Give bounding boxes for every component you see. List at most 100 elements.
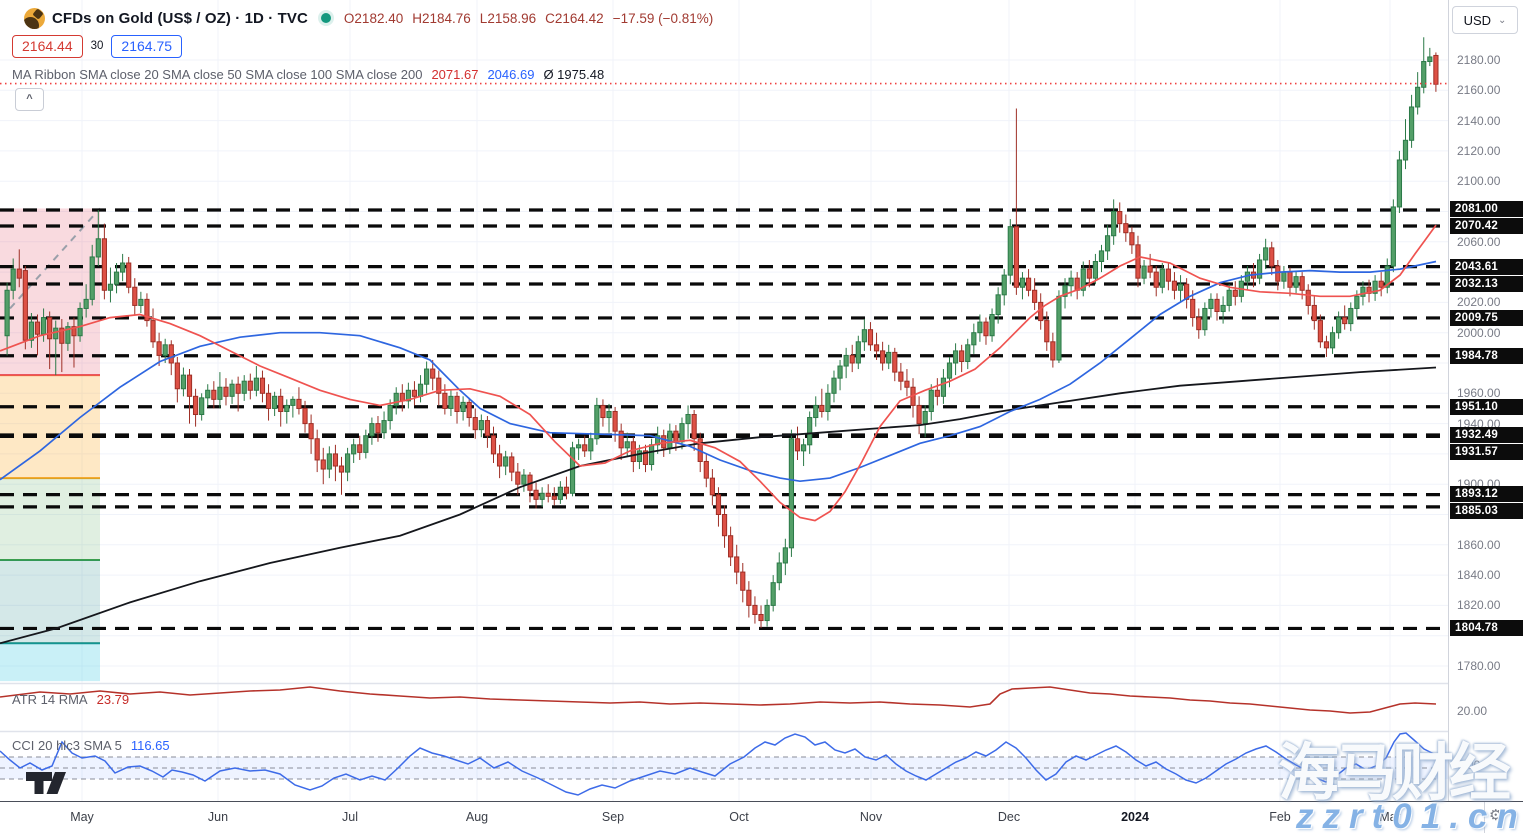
candle-body bbox=[496, 453, 503, 467]
sr-price-label: 1804.78 bbox=[1450, 620, 1523, 636]
candle-body bbox=[1086, 268, 1092, 279]
candle-body bbox=[703, 460, 709, 479]
price-axis[interactable]: 2180.00 2160.00 2140.00 2120.00 2100.00 2060.… bbox=[1448, 0, 1523, 801]
candle-body bbox=[278, 395, 284, 412]
gold-coin-icon bbox=[24, 7, 45, 29]
price-tick-label: 1780.00 bbox=[1457, 659, 1501, 673]
candle-body bbox=[636, 450, 643, 462]
change-value: −17.59 (−0.81%) bbox=[612, 10, 714, 26]
time-tick-label[interactable]: Aug bbox=[465, 810, 489, 824]
candle-body bbox=[648, 444, 655, 466]
sell-price-button[interactable]: 2164.44 bbox=[12, 34, 83, 58]
candle-body bbox=[417, 383, 424, 397]
time-tick-label[interactable]: Oct bbox=[729, 810, 749, 824]
gear-icon[interactable]: ⚙ bbox=[1489, 807, 1503, 824]
atr-indicator-label[interactable]: ATR 14 RMA bbox=[12, 692, 88, 707]
candle-body bbox=[831, 377, 837, 394]
time-tick-label[interactable]: Jul bbox=[342, 810, 358, 824]
price-tick-label: 1960.00 bbox=[1457, 386, 1501, 401]
symbol-title[interactable]: CFDs on Gold (US$ / OZ) · 1D · TVC bbox=[52, 9, 308, 27]
time-tick-label[interactable]: Nov bbox=[859, 810, 883, 824]
candle-body bbox=[1135, 244, 1141, 279]
candle-body bbox=[1171, 280, 1178, 291]
candle-body bbox=[1281, 271, 1287, 282]
candle-body bbox=[436, 377, 442, 394]
candle-body bbox=[95, 238, 101, 258]
candle-body bbox=[1317, 320, 1323, 343]
ma-ribbon-label[interactable]: MA Ribbon SMA close 20 SMA close 50 SMA … bbox=[12, 66, 423, 82]
candle-body bbox=[837, 365, 843, 379]
candle-body bbox=[1050, 341, 1056, 361]
candle-body bbox=[351, 444, 357, 455]
price-tick-label: 1860.00 bbox=[1457, 537, 1501, 552]
candle-body bbox=[369, 423, 375, 437]
candle-body bbox=[606, 410, 612, 419]
candle-body bbox=[740, 571, 746, 591]
candle-body bbox=[971, 332, 977, 346]
currency-selector-button[interactable]: USD ⌄ bbox=[1452, 6, 1518, 34]
candle-body bbox=[533, 489, 539, 500]
candle-body bbox=[685, 414, 691, 425]
candle-body bbox=[1202, 307, 1208, 331]
time-axis[interactable]: May Jun Jul Aug Sep Oct Nov Dec 2024 Feb Mar bbox=[0, 801, 1523, 833]
candle-body bbox=[223, 386, 229, 397]
candle-body bbox=[1378, 280, 1384, 288]
candle-body bbox=[1329, 332, 1336, 349]
candle-body bbox=[709, 477, 715, 496]
sr-price-label: 1885.03 bbox=[1450, 503, 1523, 519]
buy-price-button[interactable]: 2164.75 bbox=[111, 34, 183, 58]
candle-body bbox=[1196, 317, 1202, 331]
candle-body bbox=[490, 435, 497, 455]
candle-body bbox=[855, 341, 861, 364]
candle-body bbox=[1256, 259, 1263, 279]
candle-body bbox=[150, 320, 156, 343]
candle-body bbox=[180, 374, 187, 390]
candle-body bbox=[940, 377, 947, 397]
time-tick-label[interactable]: Jun bbox=[207, 810, 229, 824]
time-tick-label[interactable]: Feb bbox=[1269, 810, 1291, 824]
candle-body bbox=[338, 465, 345, 473]
candle-body bbox=[22, 270, 28, 341]
price-tick-label: 1840.00 bbox=[1457, 568, 1501, 583]
candle-body bbox=[1092, 260, 1099, 279]
time-tick-label[interactable]: Sep bbox=[601, 810, 625, 824]
candle-body bbox=[40, 317, 47, 335]
sr-price-label: 1984.78 bbox=[1450, 348, 1523, 364]
atr-legend: ATR 14 RMA 23.79 bbox=[12, 692, 129, 707]
candle-body bbox=[65, 326, 71, 344]
candle-body bbox=[344, 453, 351, 473]
candle-body bbox=[405, 389, 411, 402]
sr-price-label: 2009.75 bbox=[1450, 310, 1523, 326]
candle-body bbox=[563, 486, 570, 494]
cci-indicator-label[interactable]: CCI 20 hlc3 SMA 5 bbox=[12, 738, 122, 753]
candle-body bbox=[861, 329, 867, 343]
candle-body bbox=[1354, 295, 1360, 309]
time-tick-label[interactable]: 2024 bbox=[1121, 810, 1149, 824]
candle-body bbox=[357, 444, 363, 453]
collapse-legend-button[interactable]: ^ bbox=[15, 88, 44, 111]
candle-body bbox=[715, 494, 722, 515]
time-tick-label[interactable]: May bbox=[70, 810, 94, 824]
time-tick-label[interactable]: Dec bbox=[997, 810, 1021, 824]
symbol-legend: CFDs on Gold (US$ / OZ) · 1D · TVC O2182… bbox=[24, 7, 713, 29]
candle-body bbox=[126, 262, 132, 288]
tradingview-logo[interactable] bbox=[25, 770, 79, 801]
candle-body bbox=[314, 438, 320, 461]
candle-body bbox=[819, 404, 825, 412]
candle-body bbox=[873, 344, 880, 352]
candle-body bbox=[241, 380, 247, 394]
candle-body bbox=[28, 321, 35, 341]
candle-body bbox=[1038, 301, 1044, 322]
candle-body bbox=[1208, 298, 1214, 309]
candle-body bbox=[460, 401, 466, 412]
time-tick-label[interactable]: Mar bbox=[1379, 810, 1401, 824]
price-tick-label: 2100.00 bbox=[1457, 174, 1501, 189]
candle-body bbox=[1019, 277, 1026, 288]
candle-body bbox=[1415, 86, 1421, 108]
candle-body bbox=[867, 329, 874, 346]
price-tick-label: 2160.00 bbox=[1457, 83, 1501, 98]
candle-body bbox=[363, 435, 369, 453]
candle-body bbox=[1232, 289, 1238, 297]
candle-body bbox=[928, 389, 934, 412]
